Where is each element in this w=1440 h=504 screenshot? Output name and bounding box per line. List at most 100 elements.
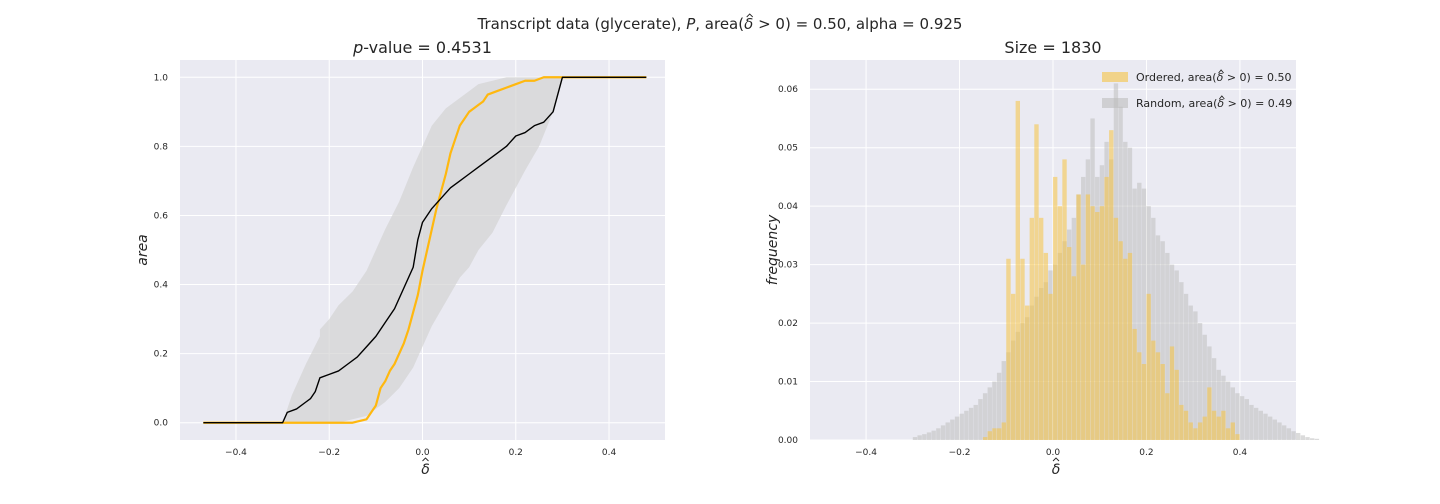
area-plot-xlabel: δ: [421, 462, 430, 478]
random-histogram-bar: [1151, 217, 1156, 440]
y-tick-label: 0.05: [778, 144, 798, 154]
random-histogram-bar: [1155, 235, 1161, 440]
ordered-histogram-bar: [1001, 422, 1006, 440]
x-tick-label: 0.4: [1233, 448, 1248, 458]
x-tick-label: 0.4: [602, 448, 617, 458]
ordered-histogram-bar: [1183, 410, 1189, 440]
ordered-histogram-bar: [1151, 340, 1156, 440]
ordered-histogram-bar: [1197, 422, 1203, 440]
random-histogram-bar: [922, 434, 927, 440]
random-histogram-bar: [1300, 435, 1306, 440]
x-tick-label: 0.2: [1139, 448, 1153, 458]
histogram-plot-content: [912, 83, 1320, 441]
random-histogram-bar: [950, 419, 955, 440]
legend-delta-hat: [1218, 69, 1224, 74]
ordered-histogram-bar: [1179, 404, 1184, 440]
figure-suptitle: Transcript data (glycerate), P, area(δ >…: [477, 15, 963, 33]
random-histogram-bar: [936, 428, 941, 440]
random-histogram-bar: [1305, 437, 1310, 440]
random-histogram-bar: [973, 404, 978, 440]
x-tick-label: 0.0: [415, 448, 430, 458]
ordered-histogram-bar: [996, 428, 1002, 440]
area-plot-title: p-value = 0.4531: [352, 38, 492, 57]
ordered-histogram-bar: [1081, 264, 1086, 440]
xlabel-hat: [422, 457, 429, 462]
ordered-histogram-bar: [1155, 352, 1161, 440]
ordered-histogram-bar: [1216, 416, 1221, 440]
random-histogram-bar: [917, 435, 922, 440]
ordered-histogram-bar: [1071, 276, 1077, 440]
ordered-histogram-bar: [1067, 247, 1072, 440]
y-tick-label: 0.8: [154, 142, 169, 152]
random-histogram-bar: [940, 425, 946, 440]
area-plot-content: [203, 76, 647, 424]
ordered-histogram: [982, 100, 1240, 441]
ordered-area-line: [203, 76, 647, 424]
ordered-histogram-bar: [1169, 346, 1175, 440]
y-tick-label: 0.4: [154, 281, 169, 291]
y-tick-label: 0.01: [778, 378, 798, 388]
random-histogram-bar: [964, 410, 969, 440]
random-histogram-bar: [945, 422, 950, 440]
random-histogram-bar: [1160, 241, 1165, 440]
suptitle-delta-hat: δ: [744, 15, 753, 33]
random-histogram-bar: [954, 416, 960, 440]
ordered-histogram-bar: [1165, 393, 1170, 440]
random-histogram-bar: [926, 432, 932, 440]
legend-label-ordered: Ordered, area(δ > 0) = 0.50: [1136, 71, 1292, 84]
random-confidence-band: [203, 77, 647, 423]
ordered-histogram-bar: [1095, 212, 1100, 440]
random-histogram-bar: [912, 437, 918, 440]
ordered-histogram-bar: [1076, 194, 1081, 440]
x-tick-label: 0.2: [509, 448, 523, 458]
ordered-histogram-bar: [1020, 258, 1025, 440]
random-histogram-bar: [1141, 188, 1147, 440]
ordered-histogram-bar: [1146, 293, 1151, 440]
random-histogram-bar: [1188, 305, 1193, 440]
random-area-line: [203, 76, 647, 424]
random-histogram-bar: [1001, 361, 1006, 440]
area-plot: −0.4 −0.2 0.0 0.2 0.4 0.0 0.2 0.4 0.6 0.8 1.0 p-va…: [135, 38, 665, 478]
xlabel-hat: [1052, 457, 1060, 462]
random-histogram-bar: [1281, 425, 1287, 440]
random-histogram-bar: [1174, 270, 1179, 440]
ordered-histogram-bar: [1109, 130, 1114, 440]
ordered-histogram-bar: [1225, 428, 1231, 440]
random-histogram-bar: [1193, 311, 1198, 440]
random-histogram-bar: [1216, 369, 1221, 440]
random-histogram-bar: [1202, 334, 1207, 440]
ordered-histogram-bar: [1062, 159, 1067, 440]
ordered-histogram-bar: [1221, 410, 1226, 440]
y-tick-label: 0.04: [778, 202, 798, 212]
random-histogram-bar: [1225, 381, 1231, 440]
random-histogram-bar: [1249, 404, 1254, 440]
random-histogram-bar: [996, 372, 1002, 440]
random-histogram-bar: [1314, 438, 1320, 440]
histogram-plot-title: Size = 1830: [1004, 38, 1101, 57]
ordered-histogram-bar: [1034, 124, 1039, 441]
histogram-plot: −0.4 −0.2 0.0 0.2 0.4 0.00 0.01 0.02 0.03 0.04 0.0…: [765, 38, 1320, 478]
area-plot-tick-labels: −0.4 −0.2 0.0 0.2 0.4 0.0 0.2 0.4 0.6 0.8 1.0: [154, 73, 617, 458]
x-tick-label: 0.0: [1046, 448, 1061, 458]
ordered-histogram-bar: [1188, 422, 1193, 440]
histogram-plot-ylabel: frequency: [765, 214, 781, 285]
ordered-histogram-bar: [1127, 252, 1133, 440]
histogram-plot-tick-labels: −0.4 −0.2 0.0 0.2 0.4 0.00 0.01 0.02 0.03 0.04 0.0…: [778, 85, 1247, 458]
ordered-histogram-bar: [1038, 217, 1044, 440]
random-histogram-bar: [1244, 399, 1249, 440]
ordered-histogram-bar: [1099, 206, 1105, 440]
random-histogram-bar: [1310, 438, 1315, 440]
random-histogram-bar: [1291, 431, 1296, 440]
y-tick-label: 0.06: [778, 85, 798, 95]
ordered-histogram-bar: [1113, 217, 1119, 440]
ordered-histogram-bar: [1048, 293, 1053, 440]
random-histogram-bar: [959, 413, 964, 440]
random-histogram-bar: [987, 387, 992, 440]
random-histogram-bar: [1211, 358, 1217, 440]
legend-swatch-random: [1102, 98, 1128, 108]
ordered-histogram-bar: [1123, 258, 1128, 440]
ordered-histogram-bar: [1029, 217, 1035, 440]
ordered-histogram-bar: [1053, 176, 1058, 440]
x-tick-label: −0.2: [949, 448, 971, 458]
